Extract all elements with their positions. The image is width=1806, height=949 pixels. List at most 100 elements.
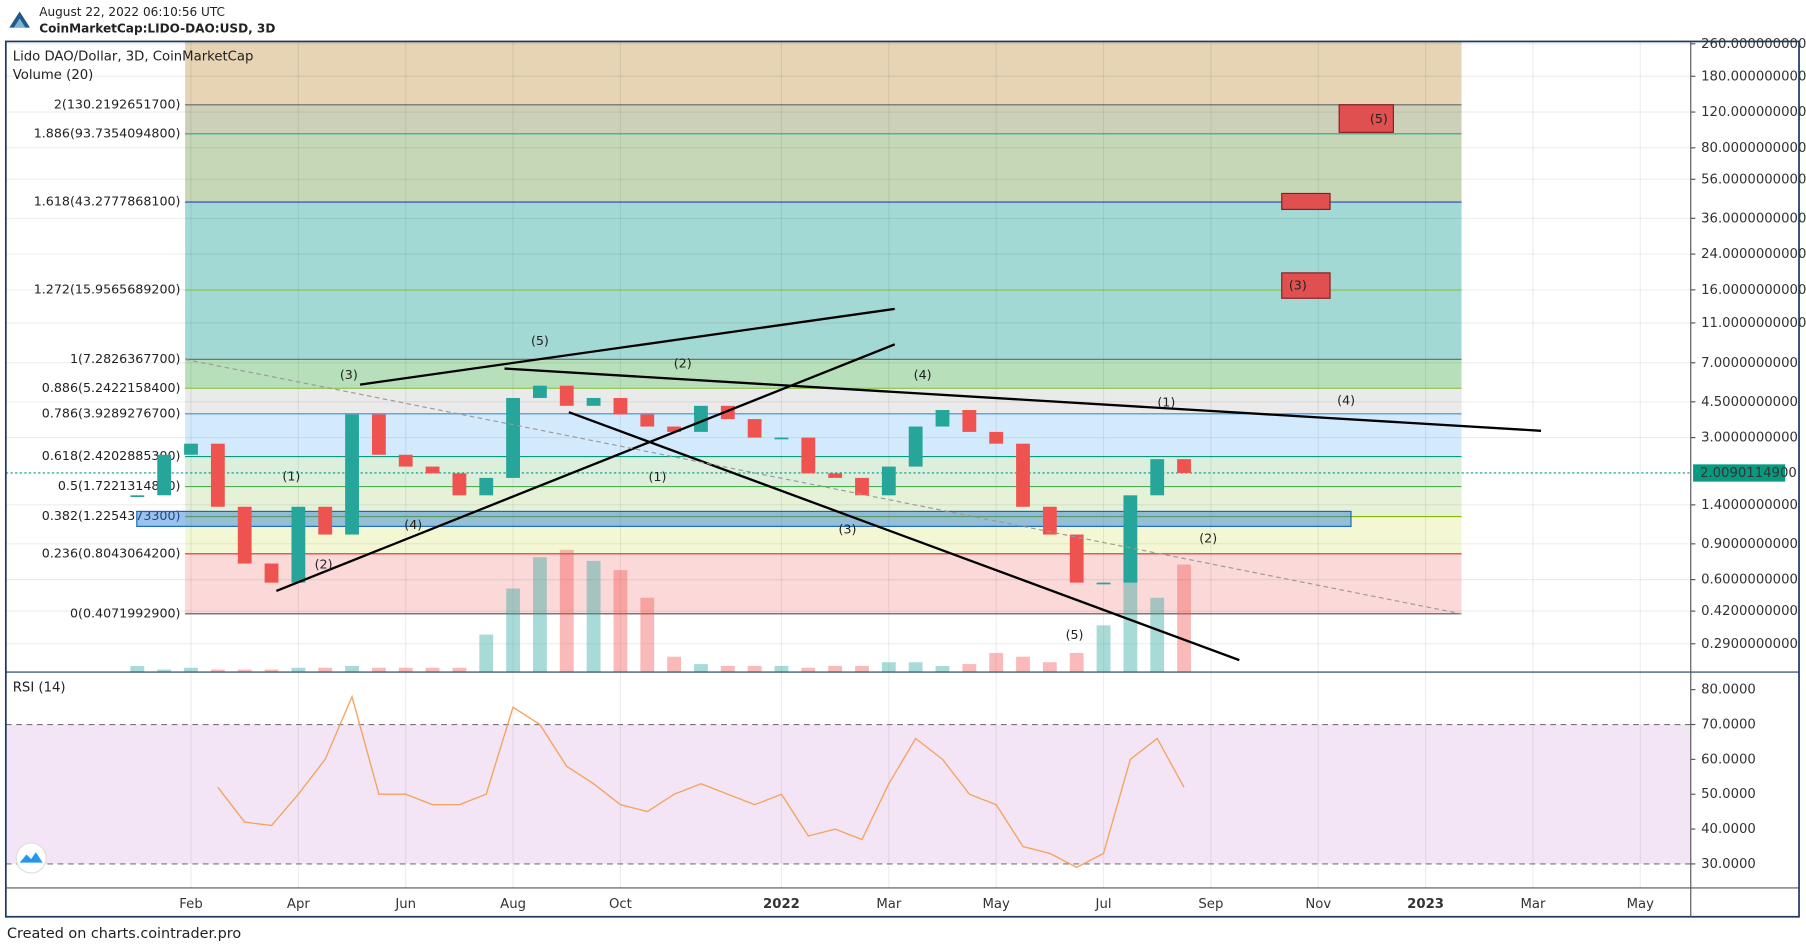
volume-bar xyxy=(291,667,306,672)
volume-bar xyxy=(345,665,359,672)
price-plot: 0(0.4071992900)0.236(0.8043064200)0.382(… xyxy=(5,41,1691,672)
wave-label: (2) xyxy=(315,556,333,571)
x-tick-label: Aug xyxy=(500,897,526,912)
fib-band xyxy=(185,104,1462,134)
volume-bar xyxy=(452,667,467,672)
y-tick-label: 180.0000000000 xyxy=(1701,69,1806,84)
volume-bar xyxy=(586,560,601,672)
y-tick-label: 36.0000000000 xyxy=(1701,211,1806,226)
fib-label: 1.272(15.9565689200) xyxy=(34,282,181,297)
zone xyxy=(1281,272,1331,299)
candle xyxy=(935,410,950,427)
volume-bar xyxy=(533,557,547,672)
y-tick-label: 0.9000000000 xyxy=(1701,537,1798,552)
wave-label: (1) xyxy=(282,468,300,483)
fib-band xyxy=(185,202,1462,291)
fib-label: 0.236(0.8043064200) xyxy=(42,545,181,560)
candle xyxy=(157,454,172,496)
candle xyxy=(398,454,413,467)
rsi-label: RSI (14) xyxy=(13,681,66,696)
y-tick-label: 80.0000 xyxy=(1701,683,1756,698)
candle xyxy=(586,397,601,406)
x-tick-label: Apr xyxy=(287,897,310,912)
rsi-line xyxy=(217,694,1185,869)
fib-band xyxy=(185,133,1462,203)
fib-band xyxy=(185,290,1462,360)
wave-label: (2) xyxy=(674,356,692,371)
trend-line xyxy=(184,358,1462,615)
volume-bar xyxy=(1069,653,1084,672)
candle xyxy=(506,397,520,478)
candle xyxy=(559,385,574,406)
volume-bar xyxy=(667,656,682,672)
candle xyxy=(210,443,225,507)
volume-bar xyxy=(774,665,789,672)
candle xyxy=(613,397,628,415)
volume-label: Volume (20) xyxy=(13,68,94,83)
volume-bar xyxy=(479,634,494,672)
volume-bar xyxy=(935,665,950,672)
volume-bar xyxy=(318,667,333,672)
candle xyxy=(318,506,333,535)
y-tick-label: 0.6000000000 xyxy=(1701,573,1798,588)
x-tick-label: Oct xyxy=(609,897,632,912)
volume-bar xyxy=(371,667,386,672)
volume-bar xyxy=(908,662,923,672)
frame xyxy=(4,40,1800,918)
trend-line xyxy=(568,411,1240,662)
x-tick-label: 2022 xyxy=(763,897,800,912)
candle xyxy=(371,414,386,455)
fib-label: 0.5(1.7221314800) xyxy=(58,478,181,493)
y-tick-label: 24.0000000000 xyxy=(1701,247,1806,262)
rsi-band xyxy=(5,724,1691,864)
volume-bar xyxy=(1150,597,1165,672)
chart-title: Lido DAO/Dollar, 3D, CoinMarketCap xyxy=(13,49,254,64)
wave-label: (3) xyxy=(340,367,358,382)
volume-bar xyxy=(184,667,198,672)
y-tick-label: 80.0000000000 xyxy=(1701,141,1806,156)
volume-bar xyxy=(855,665,869,672)
volume-bar xyxy=(559,549,574,672)
y-tick-label: 30.0000 xyxy=(1701,857,1756,872)
x-tick-label: Jun xyxy=(394,897,416,912)
x-tick-label: 2023 xyxy=(1407,897,1444,912)
x-tick-label: Mar xyxy=(876,897,902,912)
candle xyxy=(1150,459,1165,496)
y-tick-label: 60.0000 xyxy=(1701,752,1756,767)
tv-logo-mark xyxy=(19,852,43,863)
volume-bar xyxy=(237,669,252,672)
price-tag-label: 2.0090114900 xyxy=(1700,466,1797,481)
volume-bar xyxy=(694,664,708,672)
fib-label: 0.886(5.2422158400) xyxy=(42,380,181,395)
volume-bar xyxy=(1042,662,1057,672)
price-tag xyxy=(1693,464,1786,482)
volume-bar xyxy=(962,664,977,672)
wave-label: (5) xyxy=(1370,111,1388,126)
candle xyxy=(345,414,359,535)
candle xyxy=(989,431,1004,444)
x-tick-label: Feb xyxy=(179,897,202,912)
candle xyxy=(640,414,655,427)
rsi-plot xyxy=(5,672,1691,888)
y-tick-label: 1.4000000000 xyxy=(1701,498,1798,513)
fib-band xyxy=(185,388,1462,414)
zone xyxy=(1281,192,1331,211)
candle xyxy=(801,437,816,474)
volume-bar xyxy=(506,588,520,672)
x-tick-label: Jul xyxy=(1095,897,1112,912)
trend-line xyxy=(359,307,895,386)
fib-band xyxy=(185,553,1462,614)
fib-label: 1(7.2826367700) xyxy=(70,351,181,366)
volume-bar xyxy=(1096,625,1111,672)
fib-label: 0(0.4071992900) xyxy=(70,605,181,620)
fib-label: 1.618(43.2777868100) xyxy=(34,194,181,209)
volume-bar xyxy=(157,669,172,672)
candle xyxy=(452,473,467,496)
candle xyxy=(1069,534,1084,583)
x-tick-label: May xyxy=(1627,897,1655,912)
wave-label: (4) xyxy=(1337,392,1355,407)
fib-label: 0.618(2.4202885300) xyxy=(42,448,181,463)
candle xyxy=(425,466,440,474)
volume-bar xyxy=(989,653,1004,672)
